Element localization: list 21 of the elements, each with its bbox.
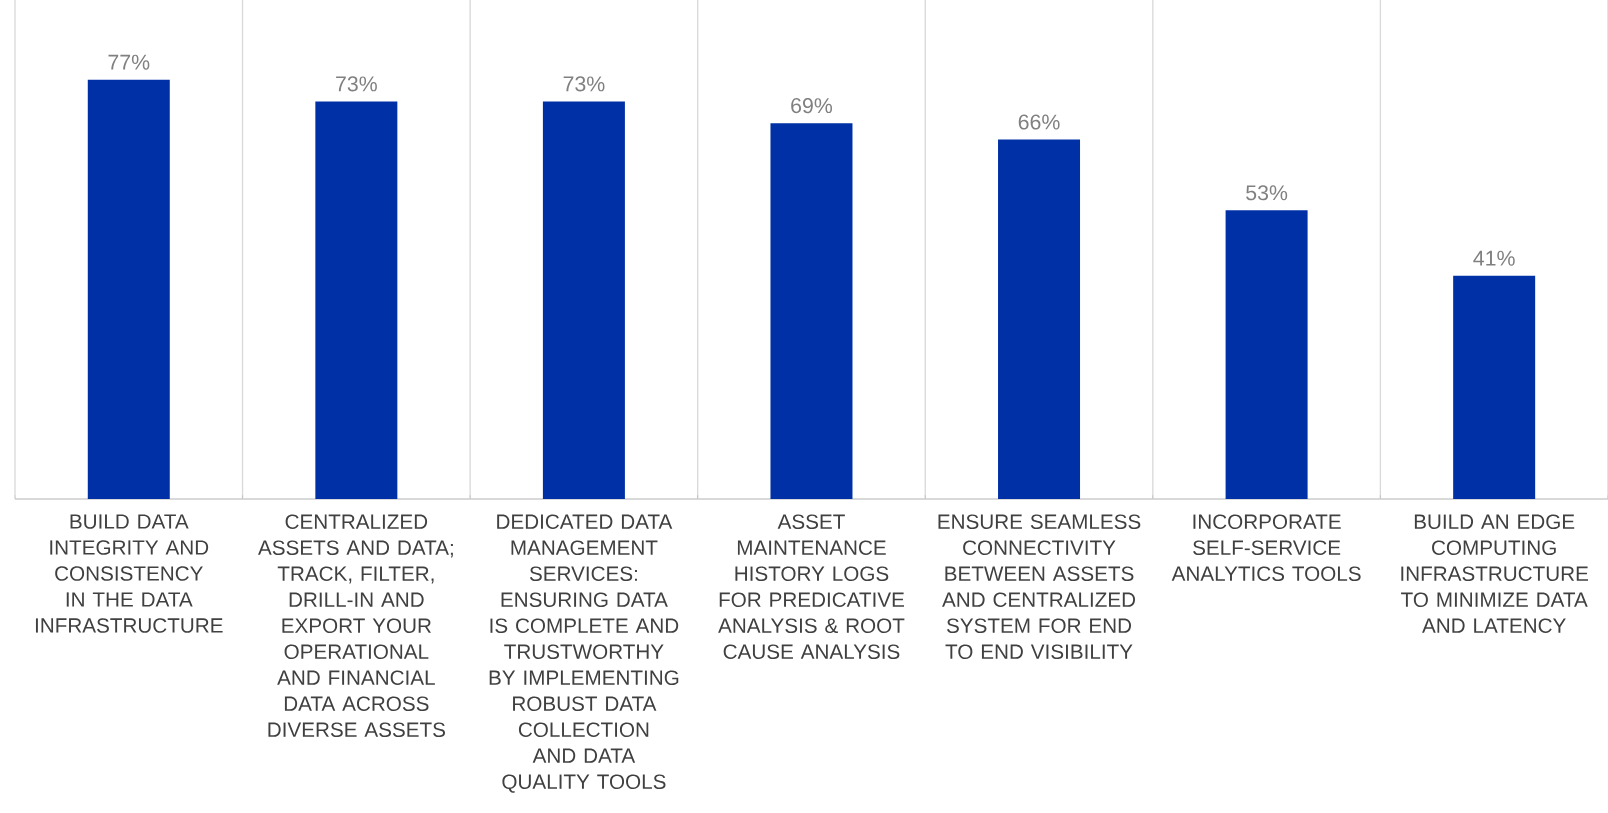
bar [998,139,1081,499]
x-tick-label: BUILD DATA INTEGRITY AND CONSISTENCY IN THE DATA INFRASTRUCTURE [35,514,223,633]
bar [87,79,170,499]
x-tick-label: INCORPORATE SELF-SERVICE ANALYTICS TOOLS [1171,514,1361,582]
data-label: 73% [336,76,377,92]
x-tick-label: BUILD AN EDGE COMPUTING INFRASTRUCTURE TO MINIMIZE DATA AND LATENCY [1401,514,1588,634]
category-label: DEDICATED DATA MANAGEMENT SERVICES: ENSURING DATA IS COMPLETE AND TRUSTWORTHY BY IMPLEMENTING ROBUST DATA COLLECTION AND DATA QUALITY TOOLS [489,514,679,793]
x-tick-label: ASSET MAINTENANCE HISTORY LOGS FOR PREDICATIVE ANALYSIS & ROOT CAUSE ANALYSIS [718,514,905,660]
x-tick-label: ENSURE SEAMLESS CONNECTIVITY BETWEEN ASSETS AND CENTRALIZED SYSTEM FOR END TO END VISIBILITY [938,514,1141,660]
bar [542,101,625,499]
data-label: 53% [1246,185,1288,201]
bar [770,123,853,499]
bar [315,101,398,499]
data-label: 77% [108,54,150,70]
category-label: CENTRALIZED ASSETS AND DATA; TRACK, FILTER, DRILL-IN AND EXPORT YOUR OPERATIONAL AND FINANCIAL DATA ACROSS DIVERSE ASSETS [258,514,453,738]
data-label: 41% [1473,250,1515,266]
data-label: 73% [563,76,605,92]
bar [1225,210,1308,499]
data-label: 69% [791,98,833,114]
data-label: 66% [1018,114,1060,130]
bar [1453,275,1536,499]
